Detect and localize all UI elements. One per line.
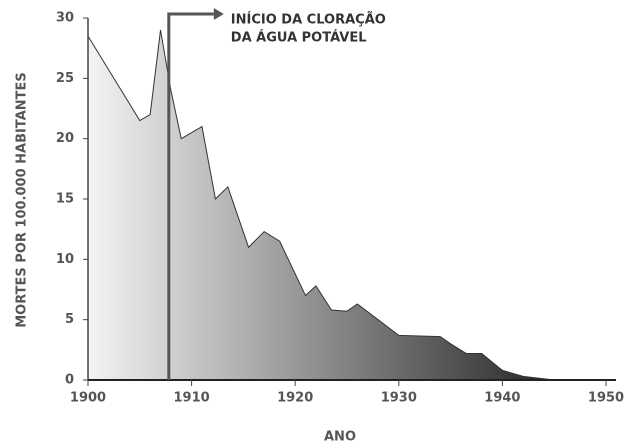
y-tick-label: 10 [56, 252, 74, 267]
y-tick-label: 0 [65, 373, 74, 388]
x-tick-label: 1920 [277, 391, 313, 406]
x-tick-label: 1930 [381, 391, 417, 406]
area [87, 29, 555, 381]
annotation-text: INÍCIO DA CLORAÇÃO [231, 12, 386, 28]
annotation-line [167, 12, 214, 380]
y-tick-label: 30 [56, 11, 74, 26]
x-tick-label: 1940 [484, 391, 520, 406]
y-tick-label: 25 [56, 71, 74, 86]
annotation-text: DA ÁGUA POTÁVEL [231, 30, 367, 46]
x-tick-label: 1950 [588, 391, 624, 406]
annotation-arrow [213, 8, 224, 20]
x-tick-label: 1910 [174, 391, 210, 406]
x-axis-label: ANO [324, 430, 356, 445]
y-tick-label: 5 [65, 312, 74, 327]
y-tick-label: 20 [56, 131, 74, 146]
y-axis-label: MORTES POR 100.000 HABITANTES [15, 72, 30, 328]
y-tick-label: 15 [56, 192, 74, 207]
x-tick-label: 1900 [70, 391, 106, 406]
